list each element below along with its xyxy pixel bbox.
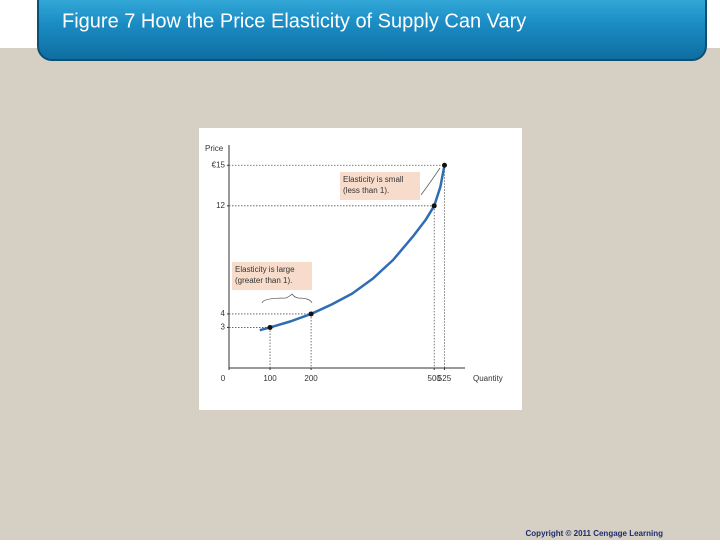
annotation-text: (greater than 1). [235,276,292,285]
annotation-text: (less than 1). [343,186,389,195]
x-tick-label: 500 [428,374,442,383]
y-axis-label: Price [205,144,224,153]
annotation-bracket [420,167,441,196]
y-tick-label: 12 [216,201,225,210]
point [308,311,314,317]
point [267,324,273,330]
annotation-text: Elasticity is large [235,265,295,274]
annotation-text: Elasticity is small [343,175,404,184]
copyright: Copyright © 2011 Cengage Learning [526,529,664,538]
x-axis-label: Quantity [473,374,503,383]
annotation-box [232,262,312,290]
title-bar [37,0,707,61]
annotation-box [340,172,420,200]
annotation-bracket [261,293,313,304]
x-tick-label: 100 [263,374,277,383]
y-tick-label: €15 [212,160,226,169]
point [441,162,447,168]
slide-title: Figure 7 How the Price Elasticity of Sup… [62,10,526,32]
y-tick-label: 3 [221,323,226,332]
x-tick-label: 0 [221,374,226,383]
x-tick-label: 200 [304,374,318,383]
y-tick-label: 4 [221,309,226,318]
x-tick-label: 525 [438,374,452,383]
point [431,203,437,209]
